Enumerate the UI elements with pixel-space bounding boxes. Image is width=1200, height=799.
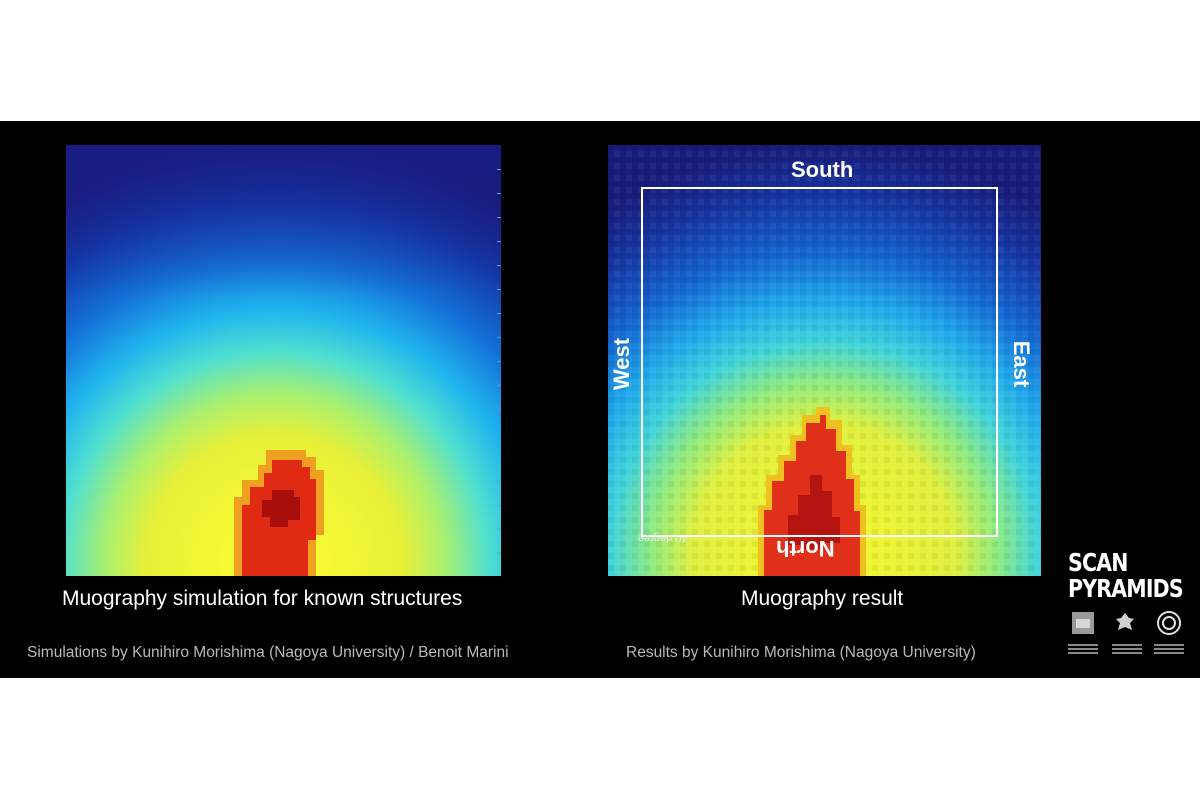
result-caption: Muography result (741, 587, 904, 610)
simulation-heatmap (66, 145, 501, 576)
result-heatmap: South North West East 40 degree (608, 145, 1041, 576)
cairo-university-seal-icon (1157, 611, 1181, 635)
degree-label: 40 degree (638, 532, 688, 544)
detector-frame (641, 187, 998, 537)
simulation-heatmap-graphic (66, 145, 501, 576)
simulation-credit: Simulations by Kunihiro Morishima (Nagoy… (27, 644, 509, 661)
direction-south-label: South (791, 157, 854, 182)
ministry-caption-icon (1112, 642, 1142, 656)
direction-east-label: East (1009, 340, 1035, 388)
direction-west-label: West (609, 337, 635, 391)
logo-line-pyramids: PYRAMIDS (1068, 574, 1184, 603)
hip-institute-caption-icon (1068, 642, 1098, 656)
tick-marks (497, 145, 501, 576)
direction-north-label: North (776, 536, 835, 561)
simulation-caption: Muography simulation for known structure… (62, 587, 463, 610)
hip-institute-logo-icon (1072, 612, 1094, 634)
egypt-eagle-emblem-icon (1116, 613, 1134, 630)
logo-line-scan: SCAN (1068, 548, 1128, 577)
scanpyramids-logo: SCAN PYRAMIDS (1068, 550, 1186, 665)
result-heatmap-graphic (608, 145, 1041, 576)
faculty-caption-icon (1154, 642, 1184, 656)
image-band: South North West East 40 degree Muograph… (0, 121, 1200, 678)
result-credit: Results by Kunihiro Morishima (Nagoya Un… (626, 644, 976, 661)
